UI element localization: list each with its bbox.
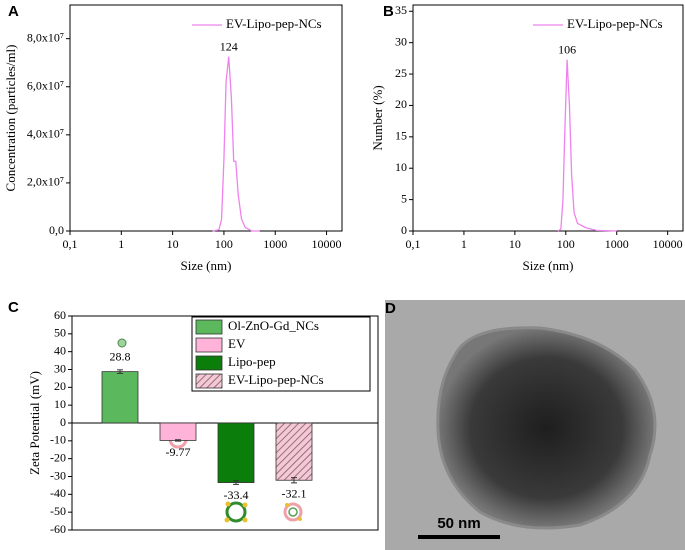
legend-label: EV-Lipo-pep-NCs — [228, 372, 324, 387]
legend-swatch — [195, 355, 223, 371]
annotation: 106 — [558, 42, 576, 56]
value-label: -9.77 — [166, 445, 191, 459]
legend-label: Ol-ZnO-Gd_NCs — [228, 318, 319, 333]
panel-label: C — [8, 299, 19, 316]
y-axis-label: Concentration (particles/ml) — [3, 45, 18, 192]
panel-label: D — [385, 300, 396, 317]
y-tick-label: 35 — [395, 3, 407, 17]
y-tick-label: 6,0x10⁷ — [27, 78, 64, 92]
y-tick-label: -20 — [50, 450, 66, 464]
plot-frame — [69, 4, 343, 232]
x-tick-label: 10 — [167, 237, 179, 251]
annotation: 124 — [220, 39, 238, 53]
panel-label: B — [383, 3, 394, 20]
error-bar — [117, 369, 123, 374]
y-tick-label: 30 — [395, 34, 407, 48]
bar — [217, 422, 255, 483]
y-tick-label: 2,0x10⁷ — [27, 175, 64, 189]
y-tick-label: 0,0 — [49, 223, 64, 237]
plot-frame — [412, 4, 684, 232]
bar — [101, 371, 139, 424]
panel-label: A — [8, 3, 19, 20]
bar — [275, 422, 313, 481]
value-label: -32.1 — [282, 487, 307, 501]
y-tick-label: 50 — [54, 326, 66, 340]
y-tick-label: 25 — [395, 66, 407, 80]
legend-swatch — [195, 373, 223, 389]
y-tick-label: 10 — [395, 160, 407, 174]
y-tick-label: 5 — [401, 191, 407, 205]
x-tick-label: 1000 — [605, 237, 629, 251]
y-tick-label: 40 — [54, 343, 66, 357]
y-tick-label: 20 — [395, 97, 407, 111]
value-label: -33.4 — [224, 488, 249, 502]
x-tick-label: 1 — [461, 237, 467, 251]
x-tick-label: 1 — [118, 237, 124, 251]
legend-label: Lipo-pep — [228, 354, 276, 369]
legend-label: EV — [228, 336, 246, 351]
error-bar — [175, 439, 181, 442]
x-tick-label: 10 — [509, 237, 521, 251]
legend-label: EV-Lipo-pep-NCs — [226, 16, 322, 31]
y-axis-label: Number (%) — [370, 85, 385, 150]
x-tick-label: 100 — [215, 237, 233, 251]
y-tick-label: 15 — [395, 129, 407, 143]
x-axis-label: Size (nm) — [181, 258, 232, 273]
data-line — [557, 59, 617, 232]
tem-image: 50 nm — [385, 300, 685, 550]
x-tick-label: 0,1 — [63, 237, 78, 251]
legend-label: EV-Lipo-pep-NCs — [567, 16, 663, 31]
value-label: 28.8 — [110, 350, 131, 364]
x-axis-label: Size (nm) — [523, 258, 574, 273]
x-tick-label: 100 — [557, 237, 575, 251]
bar — [159, 422, 197, 441]
y-tick-label: 8,0x10⁷ — [27, 30, 64, 44]
y-tick-label: 60 — [54, 308, 66, 322]
y-tick-label: -50 — [50, 504, 66, 518]
error-bar — [291, 477, 297, 484]
y-tick-label: 0 — [401, 223, 407, 237]
y-tick-label: 4,0x10⁷ — [27, 127, 64, 141]
data-line — [212, 56, 260, 232]
y-tick-label: 20 — [54, 379, 66, 393]
y-tick-label: 30 — [54, 361, 66, 375]
x-tick-label: 10000 — [653, 237, 683, 251]
y-tick-label: 10 — [54, 397, 66, 411]
y-tick-label: 0 — [60, 415, 66, 429]
scale-bar-label: 50 nm — [437, 515, 480, 532]
y-tick-label: -60 — [50, 522, 66, 536]
y-tick-label: -30 — [50, 468, 66, 482]
y-tick-label: -40 — [50, 486, 66, 500]
y-tick-label: -10 — [50, 433, 66, 447]
x-tick-label: 0,1 — [406, 237, 421, 251]
x-tick-label: 1000 — [263, 237, 287, 251]
legend-swatch — [195, 319, 223, 335]
particle-icons — [117, 338, 303, 523]
y-axis-label: Zeta Potential (mV) — [27, 371, 42, 475]
x-tick-label: 10000 — [312, 237, 342, 251]
error-bar — [233, 480, 239, 485]
legend-swatch — [195, 337, 223, 353]
